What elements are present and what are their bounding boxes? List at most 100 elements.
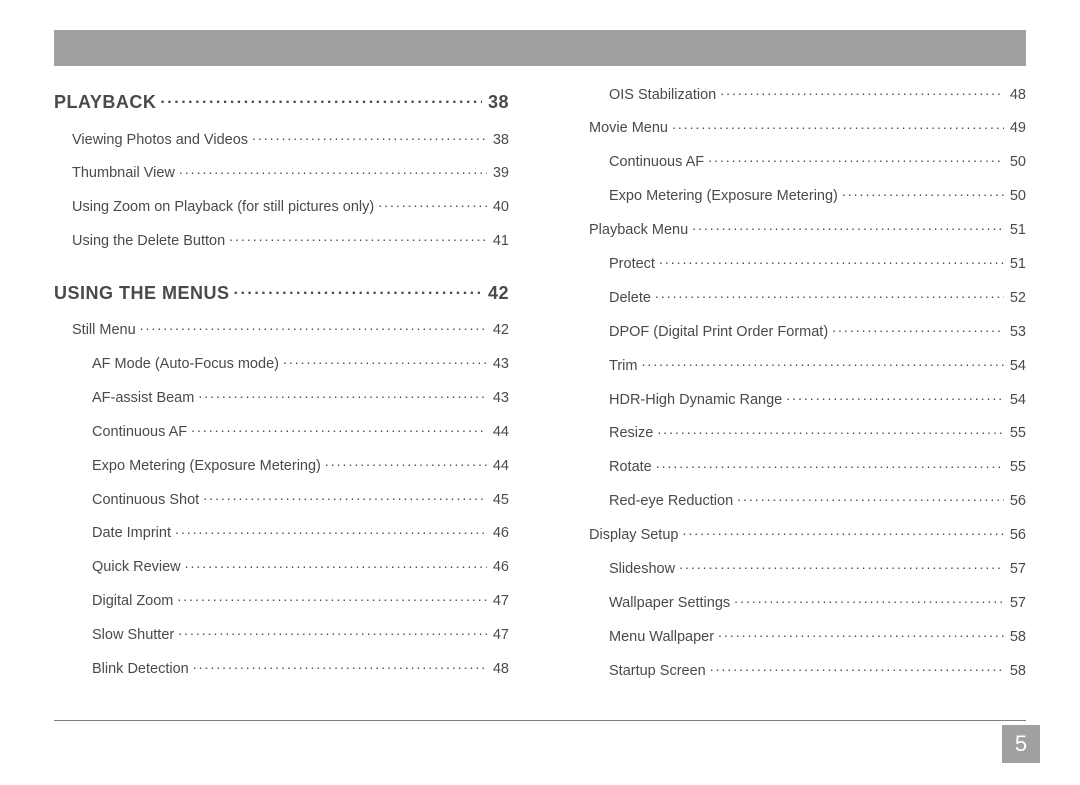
toc-entry-label: Slideshow [609,561,675,578]
toc-entry-label: Delete [609,290,651,307]
footer-rule [54,720,1026,721]
toc-entry: Menu Wallpaper 58 [571,626,1026,646]
toc-entry: Protect 51 [571,253,1026,273]
toc-leader [655,287,1004,302]
toc-entry-page: 54 [1008,358,1026,375]
toc-entry-label: Playback Menu [589,222,688,239]
toc-entry-page: 45 [491,492,509,509]
toc-entry-page: 55 [1008,425,1026,442]
toc-leader [737,491,1004,506]
manual-toc-page: PLAYBACK 38 Viewing Photos and Videos 38 Thu… [0,0,1080,785]
toc-entry-label: Wallpaper Settings [609,595,730,612]
toc-entry: Digital Zoom 47 [54,591,509,611]
toc-leader [659,253,1004,268]
toc-entry-page: 44 [491,424,509,441]
toc-entry-page: 58 [1008,629,1026,646]
toc-leader [657,423,1004,438]
toc-leader [140,320,487,335]
toc-entry-label: Movie Menu [589,120,668,137]
toc-entry: DPOF (Digital Print Order Format)53 [571,321,1026,341]
toc-entry-page: 50 [1008,154,1026,171]
toc-entry: Expo Metering (Exposure Metering)44 [54,455,509,475]
toc-entry-label: Using the Delete Button [72,233,225,250]
toc-entry: OIS Stabilization 48 [571,84,1026,104]
toc-entry-label: AF Mode (Auto-Focus mode) [92,356,279,373]
toc-entry-page: 39 [491,165,509,182]
toc-entry-page: 50 [1008,188,1026,205]
toc-leader [178,625,487,640]
toc-entry-label: Digital Zoom [92,593,173,610]
toc-entry-label: Menu Wallpaper [609,629,714,646]
toc-entry: Date Imprint46 [54,523,509,543]
toc-entry: Wallpaper Settings57 [571,592,1026,612]
toc-entry-page: 48 [1008,87,1026,104]
toc-entry-page: 40 [491,199,509,216]
toc-entry-label: Blink Detection [92,661,189,678]
toc-section-title: USING THE MENUS42 [54,281,509,304]
toc-leader [252,129,487,144]
toc-entry-page: 41 [491,233,509,250]
toc-spacer [54,265,509,275]
toc-section-page: 38 [486,92,509,113]
toc-leader [842,186,1004,201]
toc-entry: Startup Screen58 [571,660,1026,680]
toc-section-title: PLAYBACK 38 [54,90,509,113]
toc-entry-label: OIS Stabilization [609,87,716,104]
toc-leader [832,321,1004,336]
toc-entry-page: 44 [491,458,509,475]
toc-entry: Red-eye Reduction56 [571,491,1026,511]
toc-entry-label: Continuous Shot [92,492,199,509]
header-bar [54,30,1026,66]
toc-entry-label: Resize [609,425,653,442]
toc-entry-page: 52 [1008,290,1026,307]
toc-entry: Thumbnail View 39 [54,163,509,183]
toc-entry-page: 47 [491,593,509,610]
toc-section-label: PLAYBACK [54,92,156,113]
toc-entry: AF-assist Beam43 [54,387,509,407]
toc-entry-page: 56 [1008,527,1026,544]
toc-leader [786,389,1004,404]
toc-entry: Playback Menu51 [571,220,1026,240]
toc-entry: AF Mode (Auto-Focus mode)43 [54,353,509,373]
toc-entry-label: Display Setup [589,527,678,544]
toc-entry: Using Zoom on Playback (for still pictur… [54,197,509,217]
toc-entry: Movie Menu49 [571,118,1026,138]
toc-leader [193,658,487,673]
toc-leader [179,163,487,178]
toc-entry-label: Using Zoom on Playback (for still pictur… [72,199,374,216]
toc-leader [198,387,487,402]
toc-entry-page: 51 [1008,256,1026,273]
toc-entry-label: Thumbnail View [72,165,175,182]
toc-entry-label: Red-eye Reduction [609,493,733,510]
page-number-box: 5 [1002,725,1040,763]
toc-leader [175,523,487,538]
toc-entry-page: 43 [491,390,509,407]
toc-entry-label: Viewing Photos and Videos [72,132,248,149]
page-number: 5 [1015,731,1027,757]
toc-entry-page: 42 [491,322,509,339]
toc-entry-page: 38 [491,132,509,149]
toc-entry-page: 46 [491,559,509,576]
toc-leader [679,558,1004,573]
toc-entry: Continuous AF50 [571,152,1026,172]
toc-entry: Trim 54 [571,355,1026,375]
toc-entry-label: Startup Screen [609,663,706,680]
toc-entry-label: Rotate [609,459,652,476]
toc-leader [682,525,1003,540]
toc-leader [692,220,1004,235]
toc-entry: Viewing Photos and Videos 38 [54,129,509,149]
toc-leader [229,231,487,246]
toc-entry: Continuous AF44 [54,421,509,441]
toc-entry-label: Protect [609,256,655,273]
toc-leader [710,660,1004,675]
toc-leader [718,626,1004,641]
toc-leader [283,353,487,368]
toc-entry-label: Still Menu [72,322,136,339]
toc-entry-label: Trim [609,358,637,375]
toc-entry-page: 54 [1008,392,1026,409]
toc-entry: Blink Detection48 [54,658,509,678]
toc-leader [641,355,1003,370]
toc-entry: Using the Delete Button 41 [54,231,509,251]
toc-entry: Slow Shutter47 [54,625,509,645]
toc-leader [191,421,487,436]
